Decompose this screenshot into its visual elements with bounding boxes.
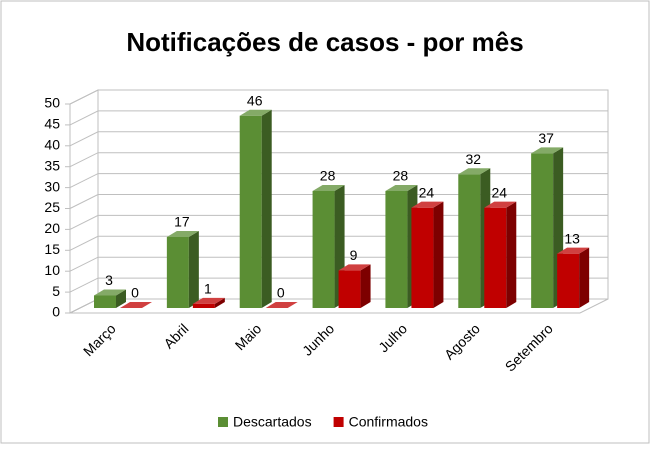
bar [265,302,298,308]
bar [557,247,590,308]
y-tick-label: 25 [44,199,60,215]
bar-side [433,201,444,308]
data-label: 1 [204,281,212,297]
bar-side [506,201,517,308]
data-label: 0 [277,285,285,301]
bar-top [338,264,371,271]
bar [411,201,444,308]
bar-side [214,297,225,308]
bar-side [116,289,126,308]
bar-top [239,109,272,116]
data-label: 3 [105,272,113,288]
y-tick-label: 35 [44,157,60,173]
y-tick-label: 20 [44,220,60,236]
data-label: 28 [393,168,409,184]
bar-top [458,168,491,175]
y-tick-label: 30 [44,178,60,194]
data-label: 24 [419,184,435,200]
bar-front [484,207,507,308]
grid-line [69,173,608,189]
data-label: 9 [350,247,358,263]
bar-top [557,247,590,254]
y-tick-label: 40 [44,137,60,153]
bar-side [188,230,199,308]
bar [94,289,126,308]
chart-title: Notificações de casos - por mês [126,27,523,57]
grid-line [69,110,608,126]
bar [192,297,225,308]
bar [338,264,371,308]
data-label: 46 [247,92,263,108]
grid-line [69,131,608,147]
legend-label: Confirmados [349,414,428,430]
legend-swatch [218,417,228,427]
bar-top [312,184,345,191]
bar [120,302,152,308]
data-label: 32 [465,151,481,167]
legend-label: Descartados [233,414,312,430]
bar-top [411,201,444,208]
data-label: 28 [320,168,336,184]
bar-top [166,230,199,237]
data-label: 37 [538,130,554,146]
bar-front [166,236,189,308]
y-tick-label: 0 [52,304,60,320]
bar-front [557,253,580,308]
y-tick-label: 15 [44,241,60,257]
y-tick-label: 50 [44,95,60,111]
bar-front [192,303,215,308]
bar-top [192,297,225,304]
bar [239,109,272,308]
data-label: 13 [564,230,580,246]
grid-line [69,152,608,168]
bar-top [94,289,126,296]
bar-front [94,295,116,308]
bar-top [385,184,418,191]
grid-line [69,89,608,105]
bar-side [579,247,590,308]
bar-top [120,302,152,308]
grid-line [69,194,608,209]
bar [531,147,564,308]
data-label: 0 [131,285,139,301]
bar-top [265,302,298,308]
bar-front [338,270,361,308]
bar [484,201,517,308]
bar-front [239,115,262,308]
bar-front [312,190,335,308]
bar-front [531,153,554,308]
y-tick-label: 45 [44,116,60,132]
y-tick-label: 5 [52,283,60,299]
bar-front [458,174,481,308]
data-label: 24 [491,184,507,200]
bar-front [385,190,408,308]
bar-top [484,201,517,208]
bar-side [360,264,371,308]
bar [166,230,199,308]
y-tick-label: 10 [44,262,60,278]
bar-top [531,147,564,154]
bar-front [411,207,434,308]
bar-side [261,109,272,308]
legend-swatch [333,417,344,427]
data-label: 17 [174,214,190,230]
